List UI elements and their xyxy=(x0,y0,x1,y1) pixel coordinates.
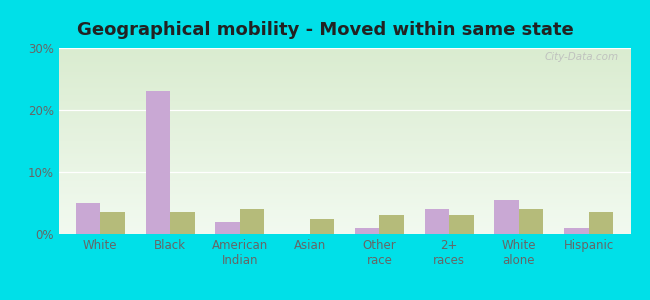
Bar xyxy=(309,218,334,234)
Bar xyxy=(76,203,100,234)
Bar xyxy=(589,212,613,234)
Bar xyxy=(355,228,380,234)
Bar xyxy=(146,92,170,234)
Bar xyxy=(100,212,125,234)
Bar xyxy=(380,215,404,234)
Bar xyxy=(240,209,265,234)
Bar xyxy=(519,209,543,234)
Bar xyxy=(170,212,194,234)
Bar xyxy=(564,228,589,234)
Bar xyxy=(449,215,474,234)
Bar xyxy=(424,209,449,234)
Text: Geographical mobility - Moved within same state: Geographical mobility - Moved within sam… xyxy=(77,21,573,39)
Bar xyxy=(215,222,240,234)
Text: City-Data.com: City-Data.com xyxy=(545,52,619,62)
Bar xyxy=(495,200,519,234)
